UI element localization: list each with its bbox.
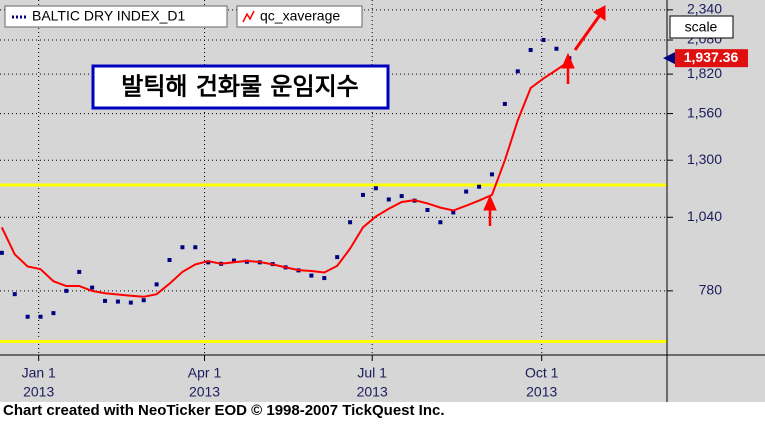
data-point (0, 250, 4, 255)
data-point (335, 255, 340, 260)
y-tick-label: 1,300 (687, 151, 722, 167)
data-point (193, 245, 198, 250)
legend-label: qc_xaverage (260, 8, 340, 24)
data-point (77, 269, 82, 274)
legend-box (4, 5, 228, 28)
data-point (541, 37, 546, 42)
data-point (528, 48, 533, 53)
data-point (103, 298, 108, 303)
annotation: 발틱해 건화물 운임지수 (121, 72, 359, 101)
data-point (425, 208, 430, 213)
scale-button[interactable] (669, 15, 734, 39)
data-point (386, 197, 391, 202)
legend-icon (242, 10, 255, 23)
x-tick-label: Jan 1 (22, 365, 56, 381)
legend-box (236, 5, 363, 28)
x-tick-label: Oct 1 (525, 365, 559, 381)
x-tick-label: Jul 1 (357, 365, 387, 381)
data-point (554, 46, 559, 51)
data-point (38, 314, 43, 319)
line (0, 60, 570, 298)
data-point (502, 101, 507, 106)
data-point (115, 299, 120, 304)
data-point (180, 245, 185, 250)
x-tick-sublabel: 2013 (526, 384, 557, 400)
data-point (25, 314, 30, 319)
data-point (141, 298, 146, 303)
data-point (477, 184, 482, 189)
data-point (51, 311, 56, 316)
footer-band (0, 402, 765, 423)
data-point (360, 192, 365, 197)
data-point (399, 194, 404, 199)
y-tick-label: 1,040 (687, 208, 722, 224)
data-point (451, 210, 456, 215)
price-tag (675, 49, 748, 68)
data-point (373, 186, 378, 191)
scale-button-label[interactable]: scale (685, 19, 718, 35)
marks (0, 37, 667, 343)
data-point (322, 276, 327, 281)
footer: Chart created with NeoTicker EOD © 1998-… (3, 402, 445, 419)
data-point (515, 69, 520, 74)
data-point (64, 288, 69, 293)
y-tick-label: 1,820 (687, 65, 722, 81)
data-point (206, 260, 211, 265)
data-point (167, 258, 172, 263)
y-tick-label: 2,340 (687, 1, 722, 17)
data-point (128, 300, 133, 305)
data-point (232, 258, 237, 263)
data-point (348, 220, 353, 225)
arrows (483, 5, 606, 226)
x-tick-sublabel: 2013 (189, 384, 220, 400)
data-point (12, 292, 17, 297)
data-point (154, 282, 159, 287)
data-point (438, 220, 443, 225)
data-point (489, 172, 494, 177)
annotation-box (91, 64, 390, 110)
data-point (90, 285, 95, 290)
y-tick-label: 780 (699, 282, 723, 298)
legend-label: BALTIC DRY INDEX_D1 (32, 8, 185, 24)
data-point (464, 189, 469, 194)
data-point (309, 273, 314, 278)
price-pointer (663, 52, 675, 65)
price-tag-label: 1,937.36 (684, 49, 739, 65)
y-tick-label: 1,560 (687, 104, 722, 120)
x-tick-sublabel: 2013 (357, 384, 388, 400)
x-tick-label: Apr 1 (188, 365, 222, 381)
x-tick-sublabel: 2013 (23, 384, 54, 400)
